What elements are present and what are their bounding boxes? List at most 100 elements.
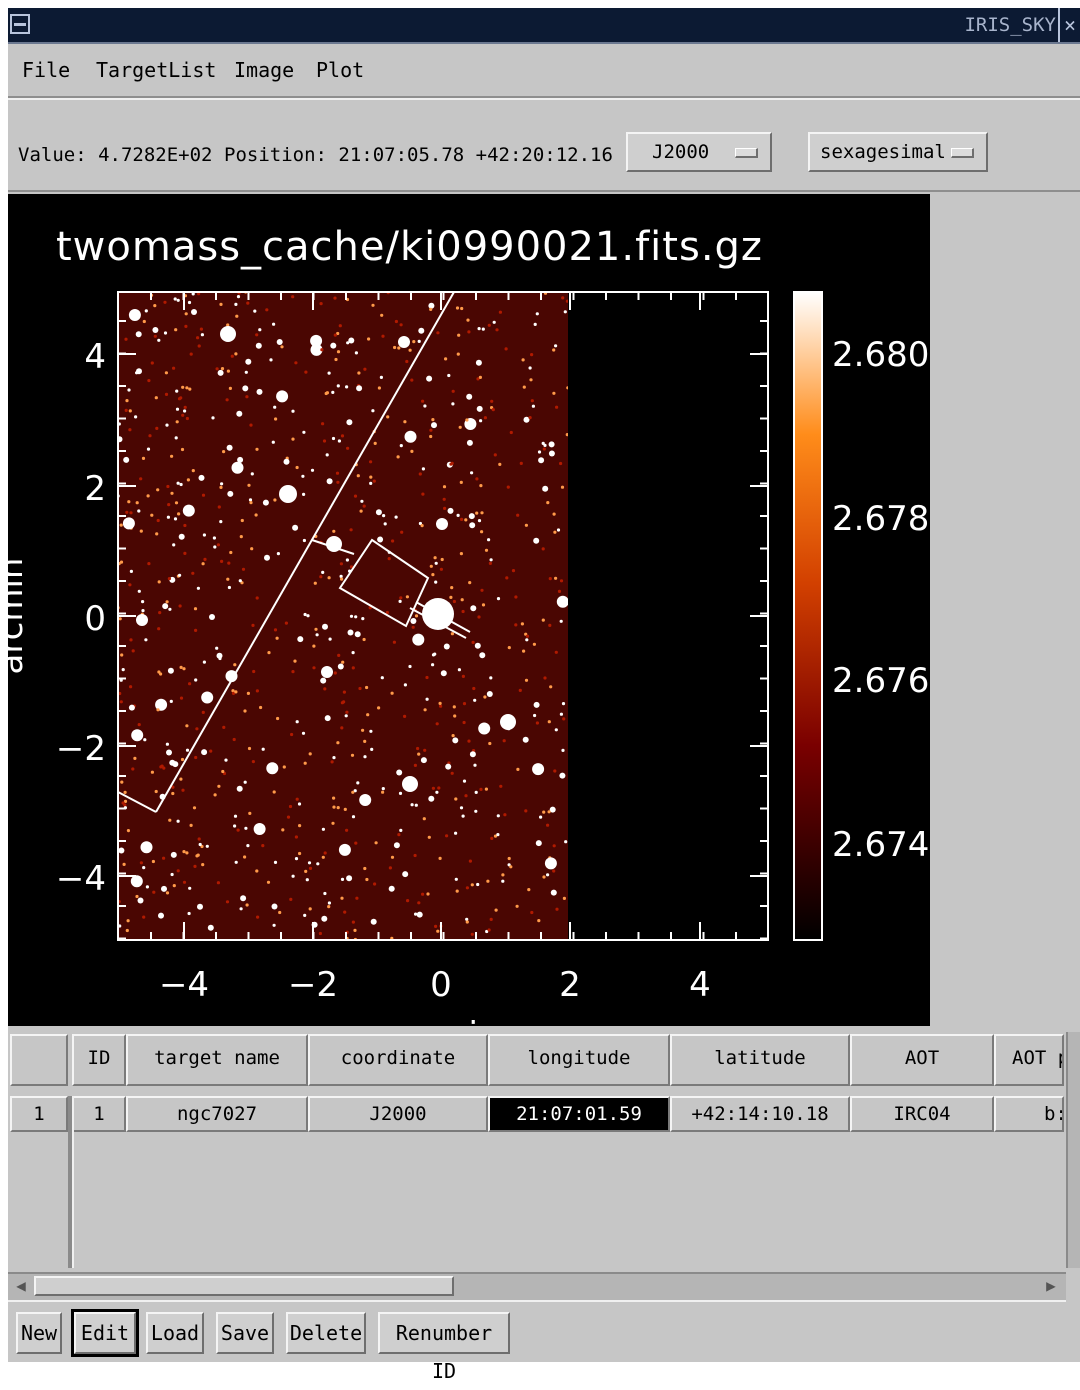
star-mark xyxy=(369,729,373,733)
star-mark xyxy=(197,344,201,348)
new-button[interactable]: New xyxy=(16,1312,62,1354)
column-header-target-name[interactable]: target name xyxy=(126,1034,308,1086)
star-mark xyxy=(474,790,478,795)
menu-plot[interactable]: Plot xyxy=(316,58,365,82)
star-mark xyxy=(417,901,421,905)
load-button[interactable]: Load xyxy=(146,1312,204,1354)
table-cell-target-name[interactable]: ngc7027 xyxy=(126,1096,308,1132)
column-header-id[interactable]: ID xyxy=(72,1034,126,1086)
bright-star-mark xyxy=(436,518,448,530)
star-mark xyxy=(147,379,151,383)
star-mark xyxy=(354,351,358,355)
star-mark xyxy=(502,739,506,743)
coord-system-select[interactable]: J2000 xyxy=(626,132,772,172)
table-cell-longitude[interactable]: 21:07:01.59 xyxy=(488,1096,670,1132)
table-cell-id[interactable]: 1 xyxy=(72,1096,126,1132)
star-mark xyxy=(129,638,133,642)
star-mark xyxy=(552,869,556,873)
star-mark xyxy=(541,547,545,551)
star-mark xyxy=(320,677,327,684)
sky-plot-canvas[interactable]: twomass_cache/ki0990021.fits.gz −4 −2 0 xyxy=(8,194,930,1026)
star-mark xyxy=(543,443,547,447)
column-header-coordinate[interactable]: coordinate xyxy=(308,1034,488,1086)
star-mark xyxy=(220,482,224,486)
star-mark xyxy=(118,617,122,621)
star-mark xyxy=(453,714,457,718)
star-mark xyxy=(405,359,409,364)
renumber-id-button[interactable]: Renumber ID xyxy=(378,1312,510,1383)
scroll-right-icon[interactable]: ▶ xyxy=(1046,1276,1056,1295)
scrollbar-thumb[interactable] xyxy=(34,1276,454,1296)
menu-file[interactable]: File xyxy=(22,58,71,82)
star-mark xyxy=(327,576,331,580)
star-mark xyxy=(181,788,185,792)
star-mark xyxy=(135,894,139,899)
star-mark xyxy=(358,686,362,691)
star-mark xyxy=(346,341,350,345)
star-mark xyxy=(224,758,228,762)
star-mark xyxy=(176,298,180,302)
star-mark xyxy=(193,607,198,611)
table-cell-aot[interactable]: IRC04 xyxy=(850,1096,994,1132)
star-mark xyxy=(259,705,263,710)
star-mark xyxy=(189,352,193,356)
table-vertical-scrollbar[interactable] xyxy=(1066,1032,1080,1268)
star-mark xyxy=(176,869,180,873)
star-mark xyxy=(443,506,447,510)
star-mark xyxy=(122,862,126,867)
column-header-latitude[interactable]: latitude xyxy=(670,1034,850,1086)
star-mark xyxy=(297,636,304,643)
star-mark xyxy=(340,877,345,882)
table-cell-coordinate[interactable]: J2000 xyxy=(308,1096,488,1132)
star-mark xyxy=(185,748,190,752)
star-mark xyxy=(349,614,354,618)
save-button[interactable]: Save xyxy=(216,1312,274,1354)
column-header-longitude[interactable]: longitude xyxy=(488,1034,670,1086)
star-mark xyxy=(351,920,355,924)
star-mark xyxy=(334,357,338,362)
star-mark xyxy=(456,352,460,356)
x-axis-label: arcmin xyxy=(383,1015,500,1026)
star-mark xyxy=(319,575,323,579)
star-mark xyxy=(524,523,529,527)
star-mark xyxy=(382,514,386,518)
table-cell-aot-param[interactable]: b: xyxy=(994,1096,1064,1132)
star-mark xyxy=(350,753,355,757)
star-mark xyxy=(128,583,132,587)
star-mark xyxy=(347,629,354,636)
star-mark xyxy=(216,543,220,547)
star-mark xyxy=(137,723,141,727)
star-mark xyxy=(288,804,293,809)
star-mark xyxy=(321,666,333,678)
star-mark xyxy=(316,862,320,866)
star-mark xyxy=(124,337,128,341)
coord-format-select[interactable]: sexagesimal xyxy=(808,132,988,172)
close-icon[interactable]: × xyxy=(1058,8,1080,42)
menu-targetlist[interactable]: TargetList xyxy=(96,58,217,82)
star-mark xyxy=(139,861,143,865)
table-horizontal-scrollbar[interactable]: ◀ ▶ xyxy=(8,1272,1066,1302)
table-cell-latitude[interactable]: +42:14:10.18 xyxy=(670,1096,850,1132)
star-mark xyxy=(336,350,341,354)
colorbar-tick-label: 2.674 xyxy=(832,825,929,865)
menu-image[interactable]: Image xyxy=(234,58,295,82)
star-mark xyxy=(294,361,298,365)
row-number[interactable]: 1 xyxy=(10,1096,68,1132)
star-mark xyxy=(465,418,469,422)
column-header-aot-param[interactable]: AOT p xyxy=(994,1034,1064,1086)
star-mark xyxy=(434,580,438,584)
edit-button[interactable]: Edit xyxy=(71,1309,139,1357)
scroll-left-icon[interactable]: ◀ xyxy=(16,1276,26,1295)
delete-button[interactable]: Delete xyxy=(286,1312,366,1354)
x-tick-labels: −4 −2 0 2 4 xyxy=(159,965,711,1005)
coord-format-value: sexagesimal xyxy=(820,141,946,163)
star-mark xyxy=(297,802,302,806)
star-mark xyxy=(147,562,151,566)
window-menu-icon[interactable] xyxy=(10,14,30,34)
sky-image-panel[interactable]: twomass_cache/ki0990021.fits.gz −4 −2 0 xyxy=(8,194,930,1026)
star-mark xyxy=(331,821,335,825)
column-header-aot[interactable]: AOT xyxy=(850,1034,994,1086)
star-mark xyxy=(278,910,282,915)
star-mark xyxy=(439,704,443,708)
star-mark xyxy=(450,632,454,636)
